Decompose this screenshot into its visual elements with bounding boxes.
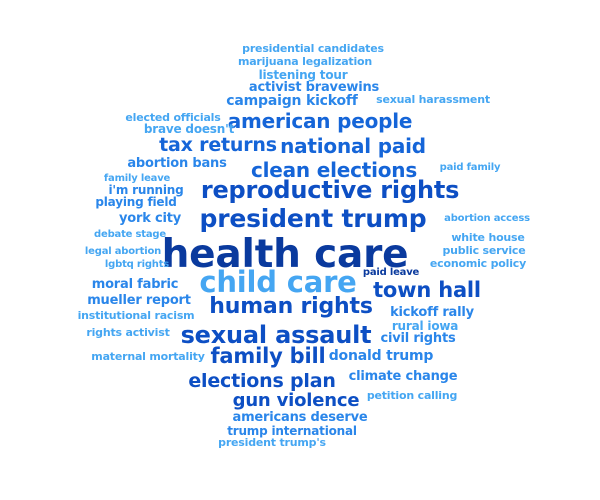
- cloud-word: debate stage: [94, 229, 166, 240]
- cloud-word: elected officials: [125, 111, 221, 124]
- cloud-word: family leave: [103, 173, 171, 184]
- cloud-word: family bill: [210, 344, 326, 368]
- cloud-word: sexual harassment: [376, 93, 490, 106]
- cloud-word: elections plan: [188, 370, 336, 392]
- cloud-word: trump international: [227, 424, 357, 438]
- cloud-word: abortion bans: [127, 156, 227, 171]
- cloud-word: town hall: [373, 278, 481, 302]
- cloud-word: climate change: [348, 369, 458, 384]
- cloud-word: paid leave: [362, 267, 420, 278]
- cloud-word: petition calling: [366, 389, 458, 402]
- cloud-word: mueller report: [87, 293, 191, 308]
- cloud-word: white house: [451, 231, 525, 244]
- cloud-word: child care: [199, 265, 357, 299]
- cloud-word: rights activist: [86, 326, 170, 339]
- cloud-word: activist bravewins: [248, 80, 380, 95]
- cloud-word: american people: [227, 109, 413, 133]
- cloud-word: tax returns: [159, 134, 277, 156]
- cloud-word: health care: [161, 232, 409, 277]
- cloud-word: brave doesn't: [143, 122, 235, 136]
- cloud-word: abortion access: [444, 213, 530, 224]
- cloud-word: sexual assault: [180, 321, 372, 349]
- cloud-word: legal abortion: [84, 246, 162, 257]
- cloud-word: human rights: [209, 294, 373, 319]
- cloud-word: i'm running: [108, 183, 184, 197]
- cloud-word: paid family: [439, 162, 501, 173]
- cloud-word: campaign kickoff: [226, 93, 358, 109]
- cloud-word: rural iowa: [391, 319, 459, 333]
- cloud-word: kickoff rally: [390, 305, 474, 320]
- cloud-word: americans deserve: [232, 410, 368, 425]
- cloud-word: gun violence: [232, 390, 360, 411]
- cloud-word: listening tour: [258, 68, 348, 82]
- cloud-word: civil rights: [380, 331, 456, 346]
- cloud-word: reproductive rights: [200, 176, 460, 204]
- cloud-word: york city: [118, 211, 182, 226]
- cloud-word: economic policy: [429, 257, 527, 270]
- cloud-word: marijuana legalization: [237, 55, 373, 68]
- cloud-word: institutional racism: [77, 309, 195, 322]
- cloud-word: presidential candidates: [242, 42, 384, 55]
- cloud-word: public service: [442, 244, 526, 257]
- cloud-word: moral fabric: [91, 277, 179, 292]
- cloud-word: playing field: [95, 195, 177, 209]
- cloud-word: president trump: [199, 204, 427, 233]
- cloud-word: clean elections: [250, 158, 418, 182]
- cloud-word: president trump's: [218, 436, 326, 449]
- cloud-word: maternal mortality: [91, 350, 205, 363]
- cloud-word: national paid: [280, 134, 426, 158]
- cloud-word: donald trump: [328, 348, 434, 364]
- cloud-word: lgbtq rights: [104, 259, 170, 270]
